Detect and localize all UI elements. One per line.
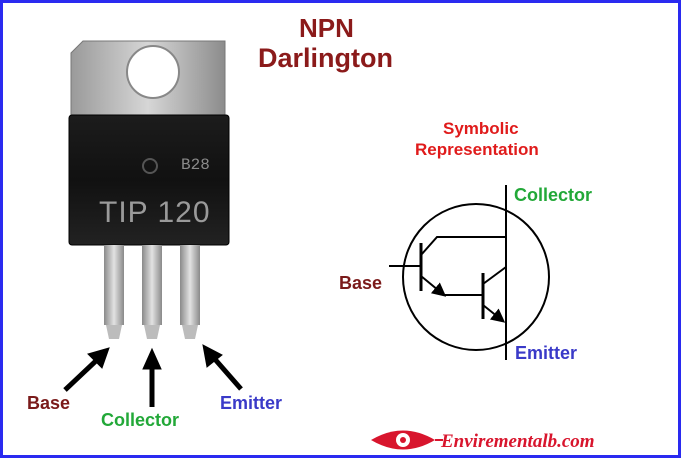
symbol-base-label: Base bbox=[339, 273, 383, 293]
transistor-package bbox=[68, 40, 230, 339]
pin-arrows bbox=[63, 344, 243, 407]
symbol-heading-line1: Symbolic bbox=[443, 119, 519, 138]
package-part-number: TIP 120 bbox=[99, 196, 211, 229]
symbol-emitter-label: Emitter bbox=[515, 343, 578, 363]
arrow-emitter-icon bbox=[202, 344, 243, 391]
symbol-collector-label: Collector bbox=[514, 185, 593, 205]
q1-collector-line bbox=[420, 236, 506, 256]
q2-collector-line bbox=[482, 266, 507, 285]
symbol-heading-line2: Representation bbox=[415, 140, 539, 159]
diagram-drawing bbox=[63, 40, 550, 450]
manufacturer-logo-icon bbox=[142, 158, 158, 174]
pin-leg-base bbox=[104, 245, 124, 325]
q2-emitter-line bbox=[482, 304, 506, 323]
darlington-symbol bbox=[389, 185, 550, 360]
pin-leg-collector bbox=[142, 245, 162, 325]
pin-leg-emitter bbox=[180, 245, 200, 325]
pin-emitter-label: Emitter bbox=[220, 393, 283, 413]
mounting-hole bbox=[126, 45, 180, 99]
brand-website-text: Envirementalb.com bbox=[441, 431, 595, 452]
arrow-collector-icon bbox=[142, 347, 162, 407]
symbol-circle bbox=[402, 203, 550, 351]
title-npn: NPN bbox=[299, 13, 354, 43]
title-darlington: Darlington bbox=[258, 43, 393, 73]
brand-logo bbox=[371, 430, 443, 450]
package-code: B28 bbox=[181, 156, 210, 174]
pin-collector-label: Collector bbox=[101, 410, 180, 430]
q1-emitter-line bbox=[420, 275, 447, 297]
arrow-base-icon bbox=[63, 347, 110, 392]
pin-base-label: Base bbox=[27, 393, 71, 413]
